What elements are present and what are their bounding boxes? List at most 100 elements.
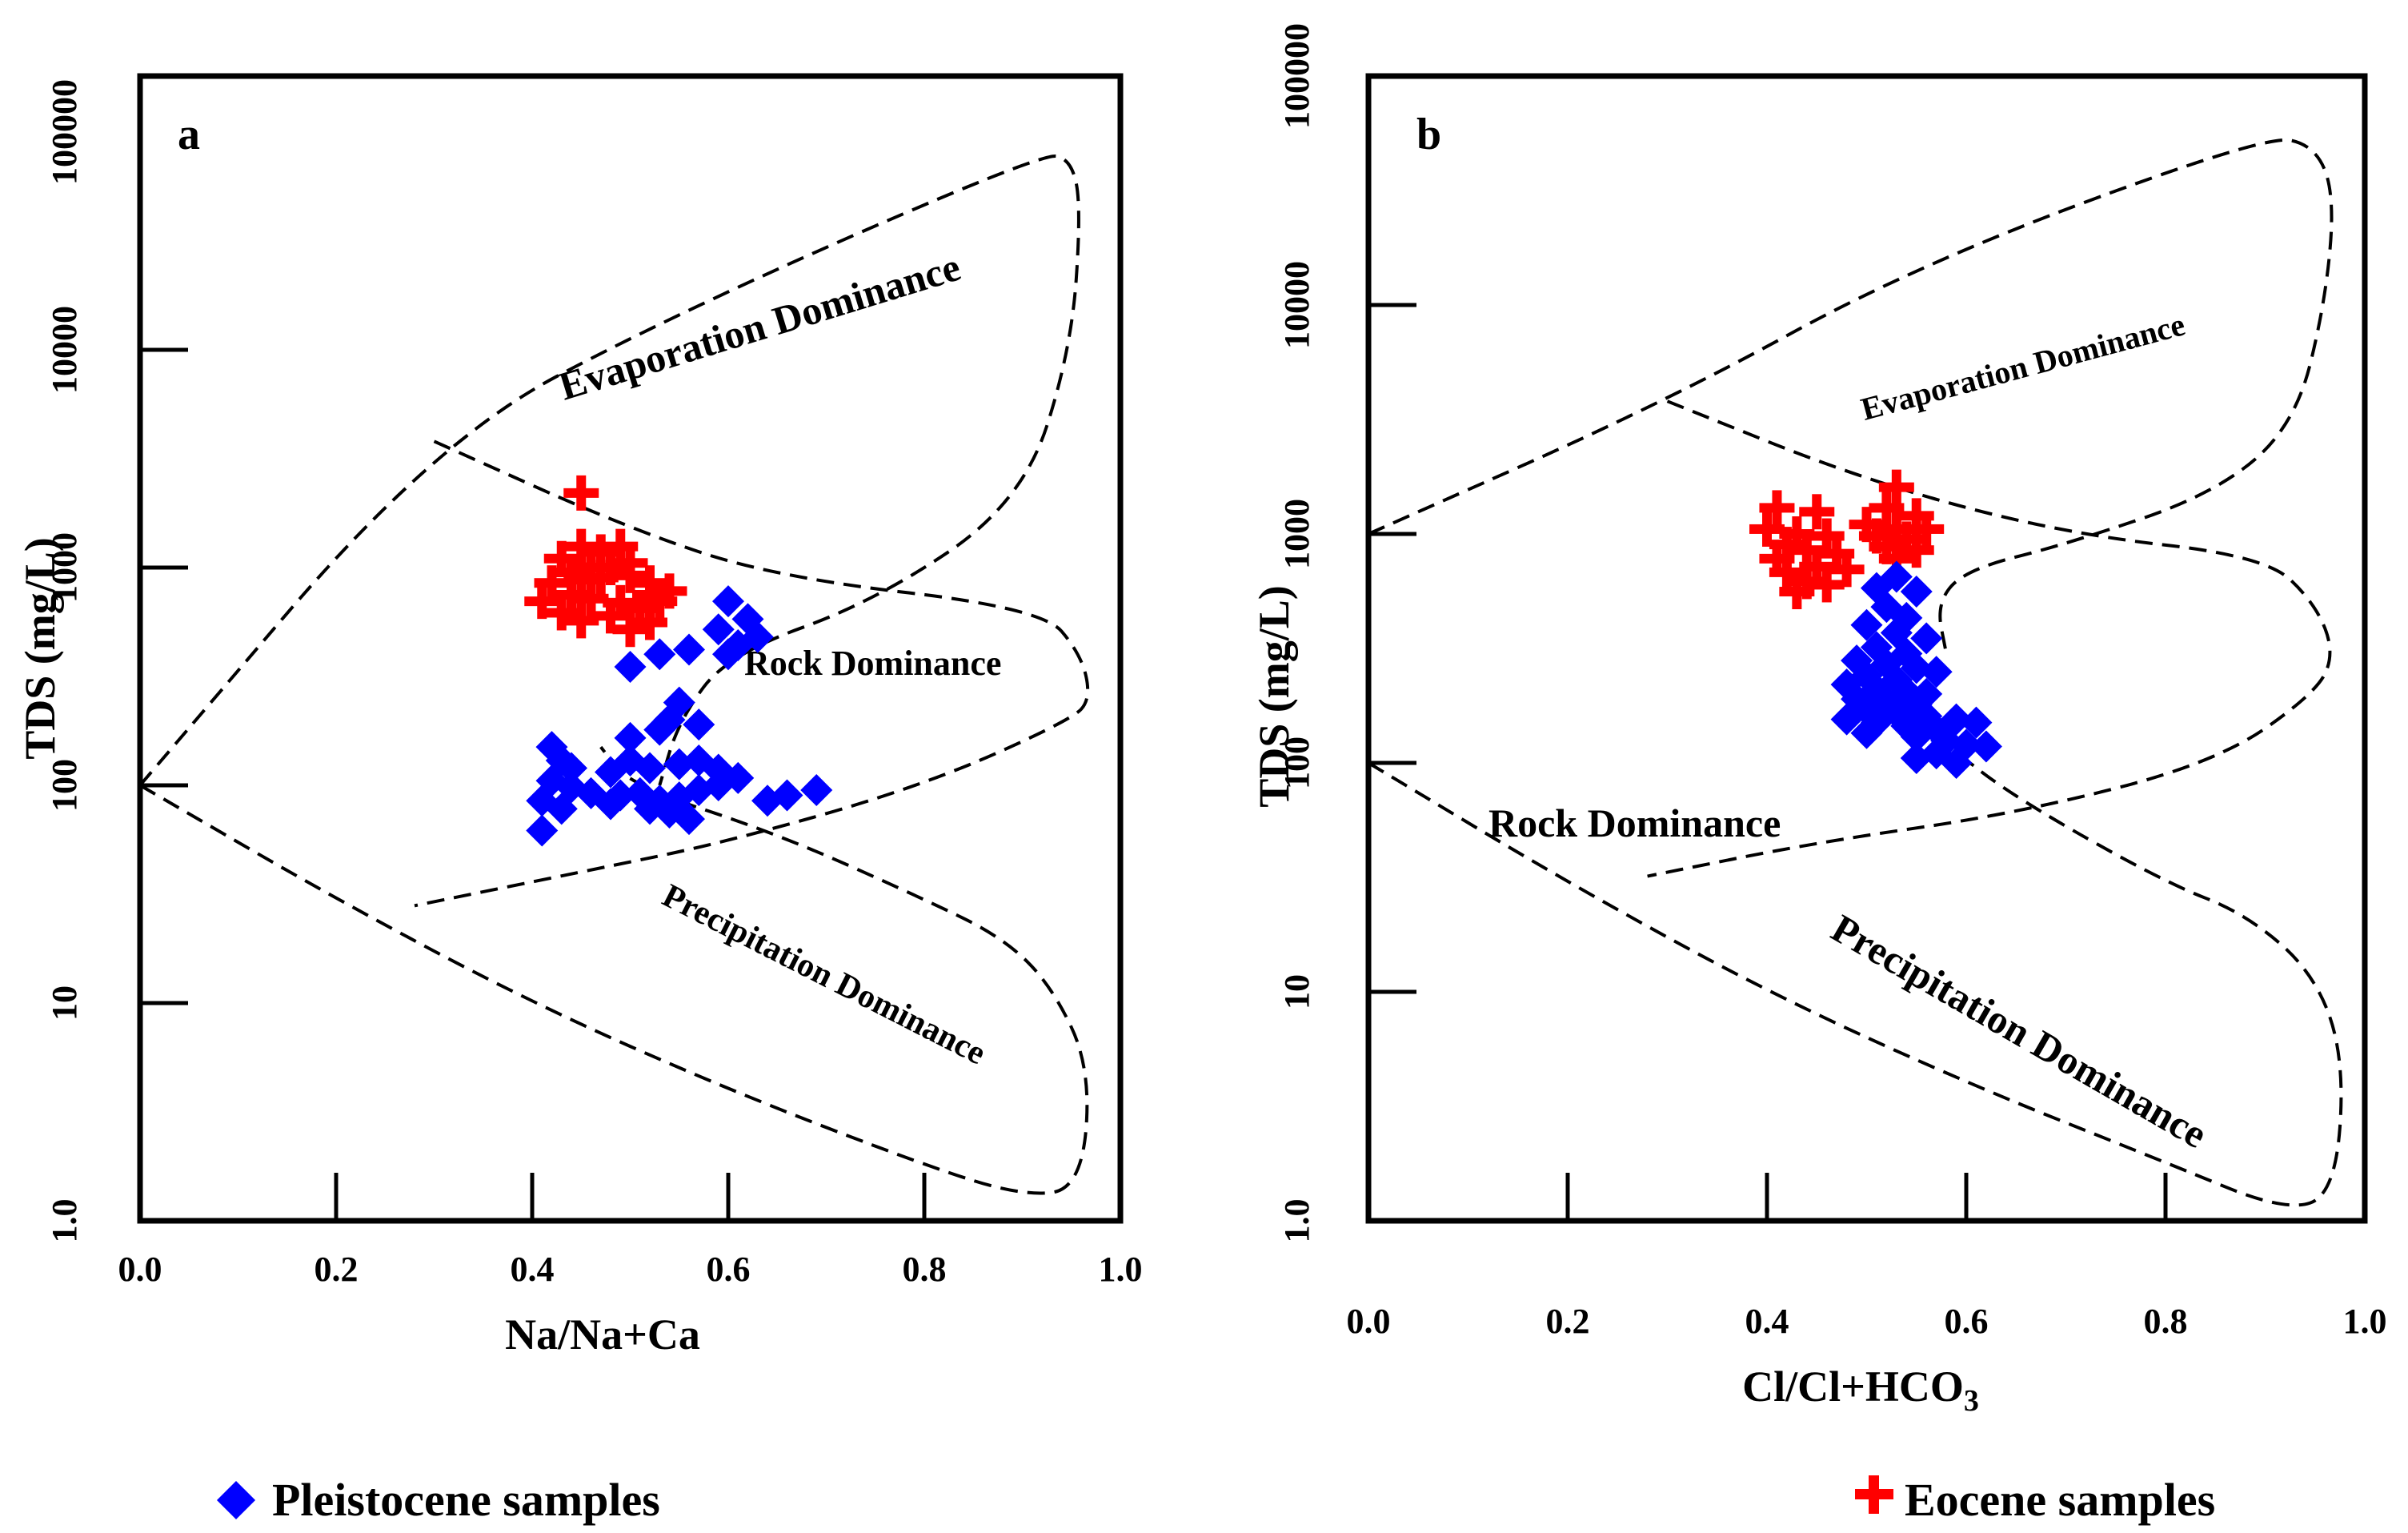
panel-a-pleistocene-point xyxy=(614,721,647,754)
panel-b-y-tick-label: 1.0 xyxy=(1277,1199,1316,1243)
panel-a-pleistocene-point xyxy=(712,638,744,671)
panel-b-pleistocene-point xyxy=(1900,652,1933,684)
legend-eocene-label: Eocene samples xyxy=(1905,1474,2215,1526)
panel-a-y-tick-label: 1000 xyxy=(45,532,84,603)
panel-b-pleistocene-point xyxy=(1940,747,1973,779)
panel-a-x-tick-label: 0.8 xyxy=(903,1250,947,1289)
panel-b-pleistocene-point xyxy=(1940,703,1973,736)
panel-b-y-tick-label: 10000 xyxy=(1277,261,1316,349)
panel-a-pleistocene-point xyxy=(595,788,627,821)
panel-b-eocene-point xyxy=(1878,469,1914,505)
panel-a-x-tick-label: 0.4 xyxy=(511,1250,555,1289)
panel-b-chart: b Evaporation Dominance Rock Dominance P… xyxy=(1250,23,2387,1418)
panel-b-pleistocene-point xyxy=(1900,720,1933,753)
panel-b-letter: b xyxy=(1416,110,1441,159)
panel-a-y-tick-label: 100000 xyxy=(45,79,84,185)
panel-a-evaporation-label: Evaporation Dominance xyxy=(554,244,965,409)
panel-a-pleistocene-point xyxy=(683,708,715,741)
legend-eocene-marker xyxy=(1855,1475,1893,1514)
panel-a-y-axis-title: TDS (mg/L) xyxy=(16,537,64,760)
panel-b-eocene-point xyxy=(1759,490,1795,526)
panel-a-chart: a Evaporation Dominance Rock Dominance P… xyxy=(16,73,1143,1358)
panel-b-x-tick-label: 0.6 xyxy=(1945,1302,1989,1341)
panel-b-pleistocene-point xyxy=(1910,622,1943,655)
panel-a-pleistocene-point xyxy=(643,638,676,671)
panel-a-pleistocene-point xyxy=(712,585,744,618)
panel-b-pleistocene-point xyxy=(1850,608,1883,641)
panel-b-precipitation-label: Precipitation Dominance xyxy=(1825,905,2215,1157)
panel-b-x-axis-title-main: Cl/Cl+HCO xyxy=(1742,1362,1964,1411)
panel-a-eocene-point xyxy=(612,612,648,648)
panel-b-rock-label: Rock Dominance xyxy=(1488,801,1781,845)
panel-b-x-tick-label: 0.0 xyxy=(1347,1302,1391,1341)
panel-a-x-axis-title: Na/Na+Ca xyxy=(505,1310,700,1358)
panel-a-pleistocene-point xyxy=(673,803,705,836)
panel-b-x-tick-label: 0.8 xyxy=(2144,1302,2188,1341)
panel-b-pleistocene-point xyxy=(1969,730,2002,763)
panel-a-eocene-point xyxy=(563,475,599,511)
panel-a-y-tick-label: 1.0 xyxy=(45,1199,84,1243)
panel-b-eocene-point xyxy=(1779,574,1815,610)
panel-a-pleistocene-point xyxy=(673,633,705,666)
panel-b-top-curve-boundary xyxy=(1368,138,2334,654)
panel-a-middle-curve-boundary xyxy=(414,439,1090,908)
panel-a-pleistocene-point xyxy=(545,793,578,825)
panel-a-pleistocene-point xyxy=(800,774,833,807)
panel-a-y-tick-label: 10000 xyxy=(45,306,84,394)
panel-a-x-tick-label: 1.0 xyxy=(1099,1250,1143,1289)
panel-b-ticks: 0.0 0.2 0.4 0.6 0.8 1.0 1.0 10 100 1000 10000 10000… xyxy=(1277,23,2387,1341)
panel-a-rock-label: Rock Dominance xyxy=(744,644,1001,683)
panel-b-frame xyxy=(1365,73,2368,1224)
panel-a-pleistocene-point xyxy=(702,769,735,801)
panel-b-y-axis-title: TDS (mg/L) xyxy=(1250,585,1298,808)
panel-a-ticks: 0.0 0.2 0.4 0.6 0.8 1.0 1.0 10 100 1000 10000 10000… xyxy=(45,79,1143,1289)
panel-b-pleistocene-point xyxy=(1920,656,1953,688)
panel-a-pleistocene-point xyxy=(614,651,647,684)
panel-a-frame xyxy=(137,73,1124,1224)
panel-b-eocene-point xyxy=(1829,552,1865,588)
panel-a-letter: a xyxy=(178,110,200,159)
panel-a-pleistocene-point xyxy=(526,814,559,847)
panel-b-y-tick-label: 10 xyxy=(1277,974,1316,1009)
panel-a-data-points xyxy=(524,475,833,847)
panel-b-x-tick-label: 0.4 xyxy=(1745,1302,1789,1341)
panel-b-y-tick-label: 100000 xyxy=(1277,23,1316,129)
panel-a-eocene-point xyxy=(563,603,599,639)
panel-b-x-tick-label: 1.0 xyxy=(2343,1302,2387,1341)
panel-b-eocene-point xyxy=(1809,567,1845,603)
panel-b-region-boundaries xyxy=(1367,138,2343,1207)
panel-a-pleistocene-point xyxy=(771,779,803,812)
panel-b-pleistocene-point xyxy=(1850,716,1883,749)
panel-b-y-tick-label: 1000 xyxy=(1277,499,1316,569)
panel-a-eocene-point xyxy=(583,560,619,596)
panel-a-x-tick-label: 0.0 xyxy=(118,1250,162,1289)
panel-a-x-tick-label: 0.6 xyxy=(707,1250,751,1289)
panel-a-pleistocene-point xyxy=(634,752,666,785)
panel-b-evaporation-label: Evaporation Dominance xyxy=(1857,306,2189,427)
panel-b-x-tick-label: 0.2 xyxy=(1546,1302,1590,1341)
panel-a-y-tick-label: 100 xyxy=(45,759,84,812)
panel-a-bottom-curve-boundary xyxy=(138,745,1089,1195)
panel-b-eocene-point xyxy=(1799,494,1835,530)
panel-b-pleistocene-point xyxy=(1900,576,1933,608)
panel-b-pleistocene-point xyxy=(1830,703,1863,736)
panel-b-bottom-curve-boundary xyxy=(1367,743,2343,1207)
legend: Pleistocene samples Eocene samples xyxy=(216,1474,2215,1526)
legend-pleistocene-label: Pleistocene samples xyxy=(272,1474,660,1526)
panel-b-middle-curve-boundary xyxy=(1647,399,2332,878)
panel-a-x-tick-label: 0.2 xyxy=(315,1250,359,1289)
panel-a-region-boundaries xyxy=(138,155,1090,1195)
panel-b-y-tick-label: 100 xyxy=(1277,736,1316,789)
panel-b-eocene-point xyxy=(1869,490,1905,526)
panel-a-pleistocene-point xyxy=(702,613,735,646)
panel-b-eocene-point xyxy=(1749,511,1785,547)
panel-a-pleistocene-point xyxy=(643,713,676,746)
panel-b-pleistocene-point xyxy=(1900,741,1933,774)
panel-b-x-axis-title-subscript: 3 xyxy=(1964,1384,1979,1418)
panel-a-top-curve-boundary xyxy=(138,155,1080,787)
panel-a-y-tick-label: 10 xyxy=(45,985,84,1021)
panel-b-x-axis-title: Cl/Cl+HCO3 xyxy=(1742,1362,1979,1418)
panel-a-eocene-point xyxy=(573,580,609,616)
legend-pleistocene-marker xyxy=(216,1480,256,1520)
